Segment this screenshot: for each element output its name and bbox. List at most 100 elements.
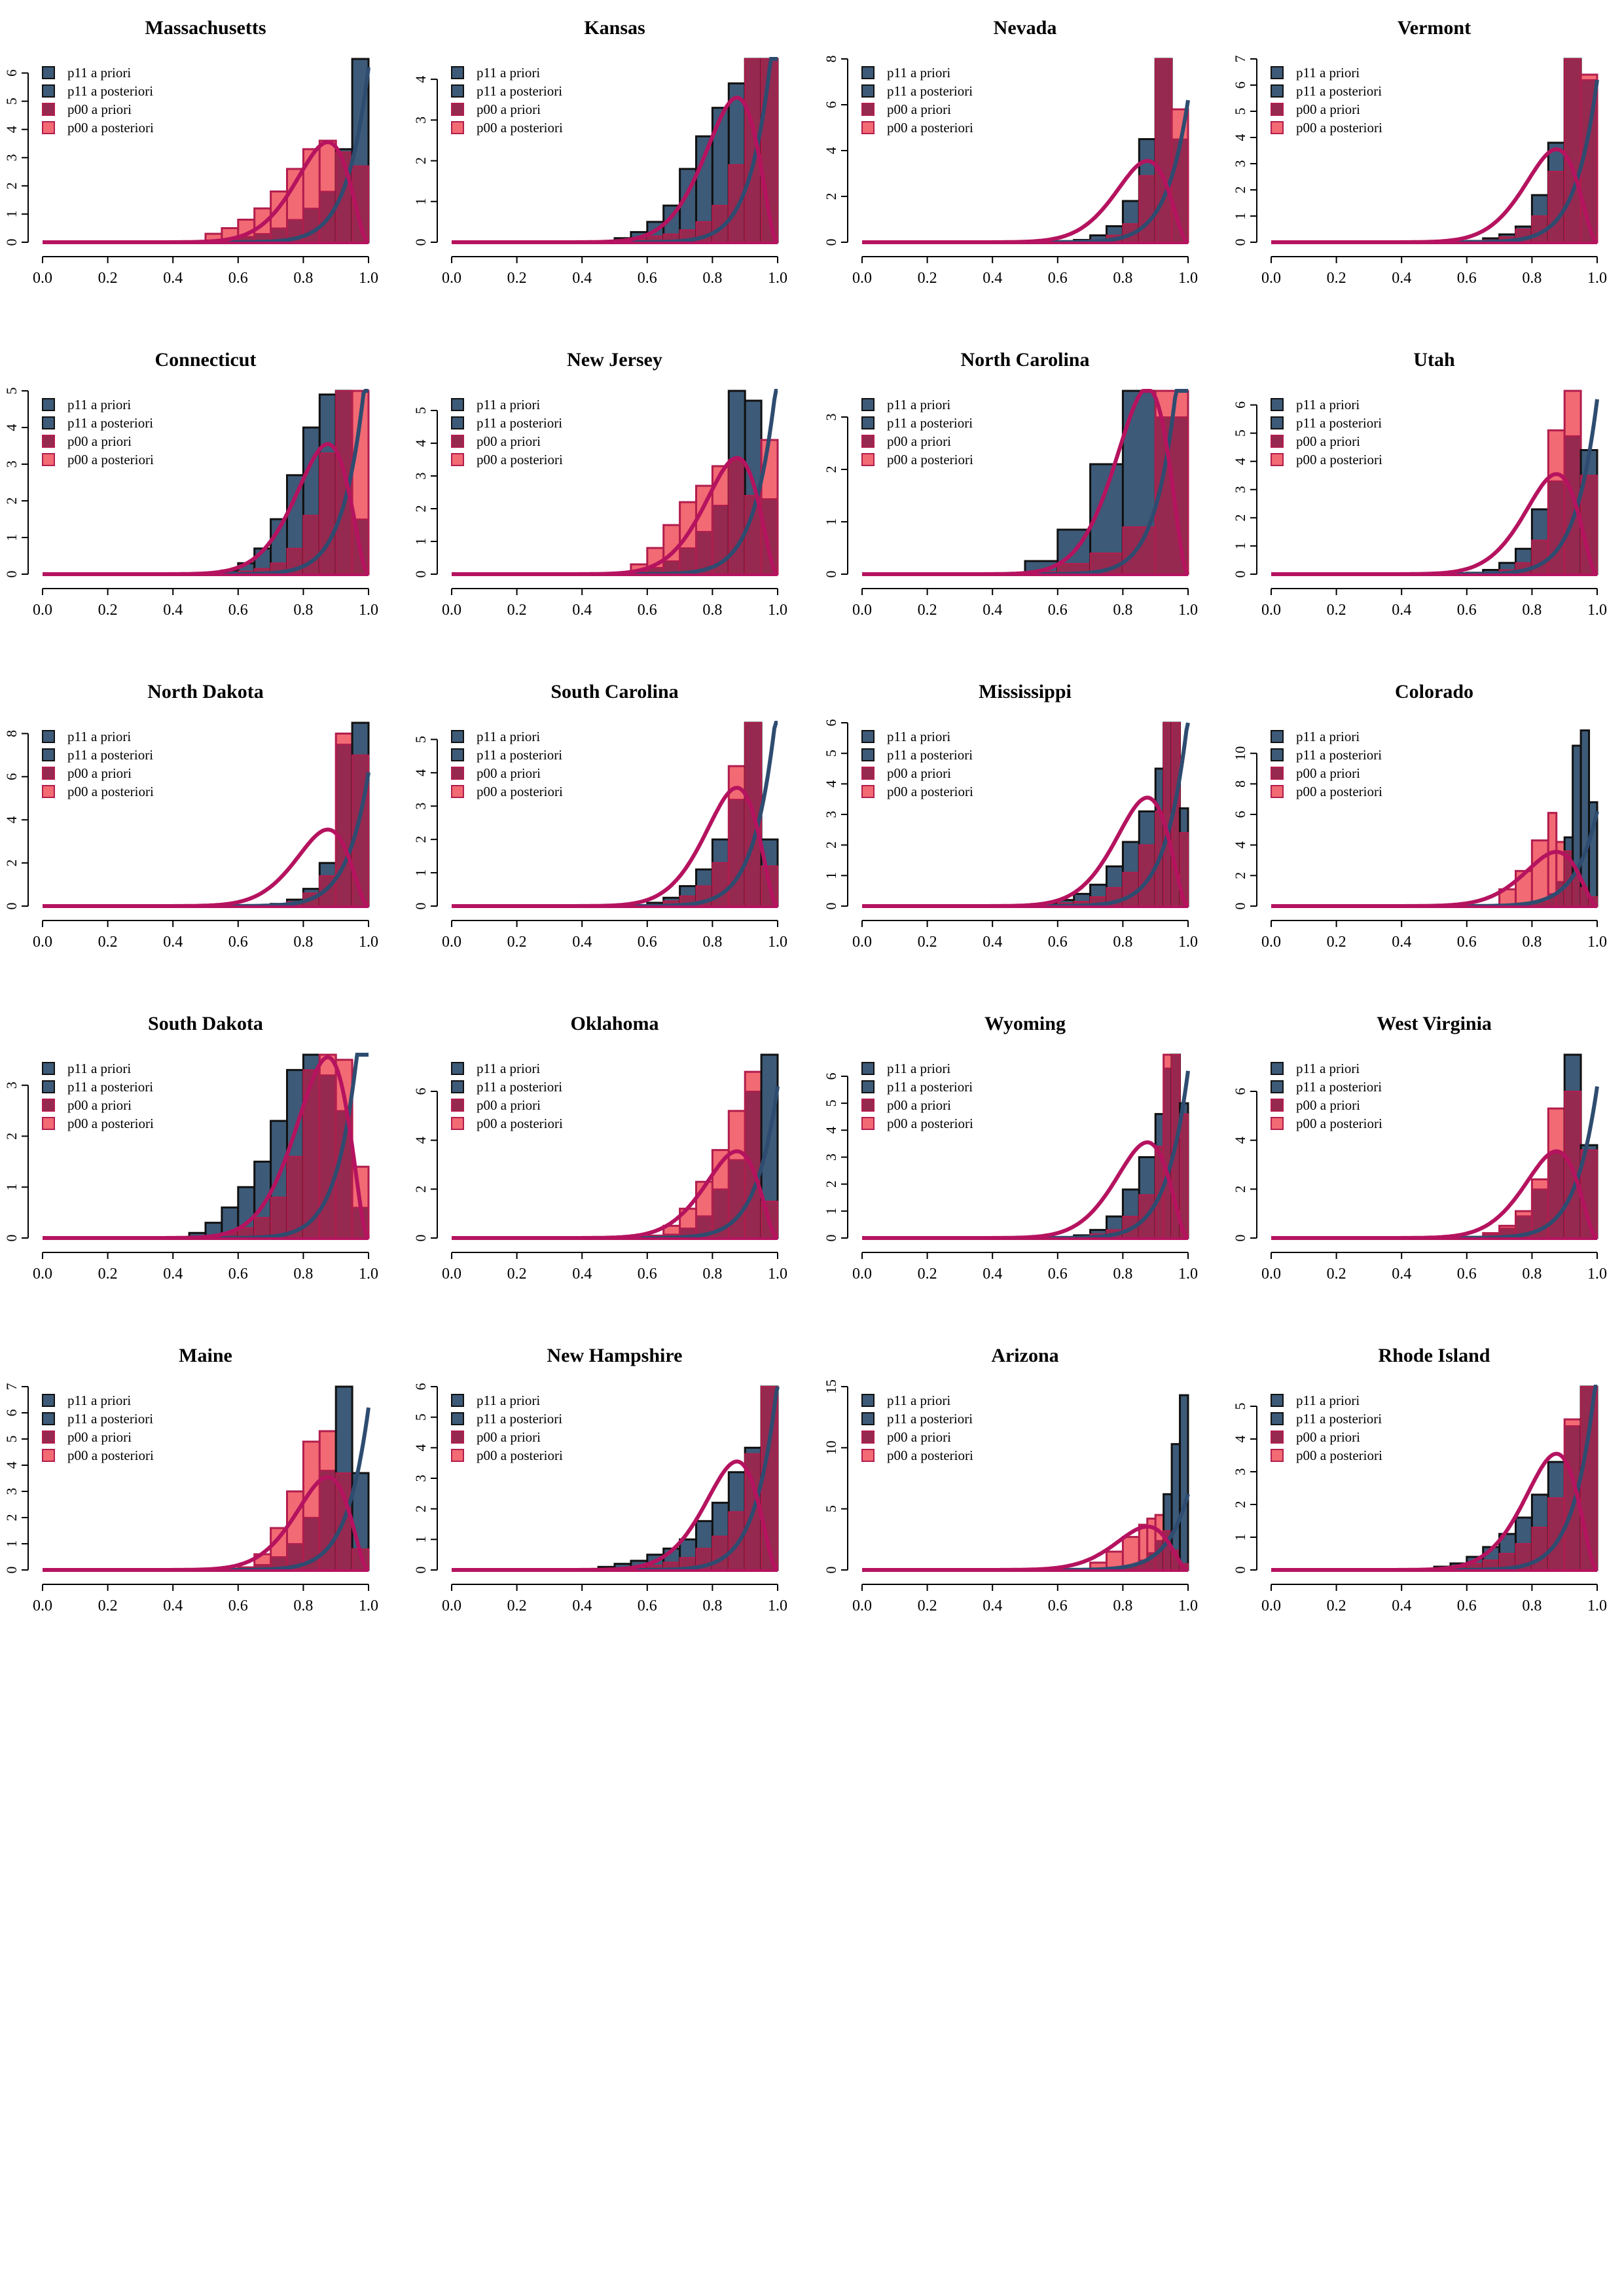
legend-label: p00 a posteriori <box>1296 1448 1382 1463</box>
y-tick-label: 2 <box>3 498 20 505</box>
legend-label: p11 a posteriori <box>887 747 973 763</box>
y-tick-label: 4 <box>3 126 20 133</box>
x-tick-label: 1.0 <box>768 1266 787 1283</box>
legend: p11 a priori p11 a posteriori p00 a priori… <box>1271 729 1382 799</box>
legend-label: p11 a posteriori <box>477 747 562 763</box>
panel-maine: Maine 0.0 0.2 0.4 0.6 0.8 1.0 0 1 2 3 4 5 6 7 p11 a pri… <box>3 1345 378 1614</box>
x-tick-label: 0.0 <box>852 602 872 619</box>
panel-title: Maine <box>179 1345 232 1366</box>
y-tick-label: 7 <box>3 1383 20 1391</box>
x-tick-label: 0.8 <box>1522 1266 1542 1283</box>
legend-label: p00 a posteriori <box>67 120 154 136</box>
x-tick-label: 0.2 <box>98 1597 118 1614</box>
legend-swatch <box>42 1412 55 1425</box>
y-tick-label: 6 <box>1232 811 1248 818</box>
legend-label: p11 a priori <box>67 1393 131 1408</box>
y-tick-label: 5 <box>1232 108 1248 115</box>
x-tick-label: 0.8 <box>1113 602 1132 619</box>
x-tick-label: 1.0 <box>359 1266 378 1283</box>
legend: p11 a priori p11 a posteriori p00 a priori… <box>861 397 973 467</box>
overlap-bar <box>728 1511 746 1571</box>
legend-label: p00 a priori <box>887 1429 951 1445</box>
y-tick-label: 5 <box>823 750 839 757</box>
x-tick-label: 1.0 <box>1587 934 1607 951</box>
legend-label: p11 a priori <box>477 1393 540 1408</box>
overlap-bar <box>270 1196 288 1239</box>
x-tick-label: 0.8 <box>1113 1266 1132 1283</box>
overlap-bar <box>1547 480 1566 575</box>
legend: p11 a priori p11 a posteriori p00 a priori… <box>42 1393 154 1463</box>
legend-label: p00 a posteriori <box>477 452 563 467</box>
y-tick-label: 0 <box>823 1235 839 1242</box>
legend-swatch <box>861 1099 875 1112</box>
y-tick-label: 3 <box>412 803 429 810</box>
x-tick-label: 0.6 <box>1048 1266 1068 1283</box>
x-tick-label: 0.0 <box>442 270 461 287</box>
y-tick-label: 2 <box>3 182 20 189</box>
y-tick-label: 0 <box>412 903 429 910</box>
y-tick-label: 0 <box>823 903 839 910</box>
legend-swatch <box>451 416 464 429</box>
legend-label: p00 a priori <box>1296 101 1360 117</box>
legend-label: p11 a posteriori <box>67 1079 153 1095</box>
x-tick-label: 1.0 <box>1587 1266 1607 1283</box>
y-tick-label: 0 <box>1232 1235 1248 1242</box>
legend-label: p00 a posteriori <box>67 452 154 467</box>
y-tick-label: 4 <box>412 1137 429 1144</box>
legend-label: p11 a priori <box>477 729 540 744</box>
legend: p11 a priori p11 a posteriori p00 a priori… <box>451 1061 563 1131</box>
panel-title: North Dakota <box>147 681 264 702</box>
panel-title: New Hampshire <box>547 1345 683 1366</box>
x-tick-label: 0.6 <box>1048 602 1068 619</box>
legend-swatch <box>451 1062 464 1075</box>
panel-title: Wyoming <box>984 1013 1066 1034</box>
y-tick-label: 6 <box>412 1088 429 1095</box>
y-tick-label: 8 <box>1232 780 1248 788</box>
x-tick-label: 0.4 <box>1392 934 1411 951</box>
overlap-bar <box>728 459 746 575</box>
legend-swatch <box>42 1062 55 1075</box>
panel-kansas: Kansas 0.0 0.2 0.4 0.6 0.8 1.0 0 1 2 3 4 p11 a prior… <box>412 17 787 287</box>
legend-label: p00 a priori <box>1296 433 1360 449</box>
x-tick-label: 0.6 <box>1457 270 1477 287</box>
y-tick-label: 3 <box>1232 486 1248 493</box>
y-tick-label: 2 <box>3 860 20 867</box>
legend-swatch <box>861 398 875 411</box>
legend-label: p11 a posteriori <box>477 415 562 431</box>
x-tick-label: 0.4 <box>983 1266 1002 1283</box>
y-tick-label: 4 <box>412 1444 429 1451</box>
legend-swatch <box>42 767 55 780</box>
y-tick-label: 6 <box>1232 401 1248 409</box>
y-tick-label: 5 <box>412 1413 429 1421</box>
legend-label: p11 a posteriori <box>67 1411 153 1427</box>
legend-swatch <box>451 730 464 743</box>
panel-south-carolina: South Carolina 0.0 0.2 0.4 0.6 0.8 1.0 0 1 2 3 4 5 p1… <box>412 681 787 951</box>
y-tick-label: 0 <box>412 571 429 578</box>
x-tick-label: 0.0 <box>33 934 52 951</box>
x-tick-label: 0.2 <box>507 602 527 619</box>
y-tick-label: 0 <box>823 571 839 578</box>
legend-swatch <box>42 416 55 429</box>
x-tick-label: 0.6 <box>1457 602 1477 619</box>
y-tick-label: 15 <box>823 1379 839 1394</box>
legend-label: p11 a priori <box>1296 397 1360 412</box>
x-tick-label: 0.6 <box>638 1597 657 1614</box>
legend-swatch <box>1271 1430 1284 1444</box>
legend-label: p11 a priori <box>1296 729 1360 744</box>
plot-area <box>862 1053 1190 1239</box>
x-tick-label: 0.4 <box>1392 602 1411 619</box>
legend-swatch <box>861 1080 875 1093</box>
legend-swatch <box>1271 453 1284 466</box>
legend-label: p00 a priori <box>887 433 951 449</box>
legend-label: p00 a priori <box>1296 1097 1360 1113</box>
y-tick-label: 1 <box>3 534 20 541</box>
y-tick-label: 5 <box>823 1100 839 1107</box>
y-tick-label: 0 <box>412 239 429 246</box>
y-tick-label: 4 <box>1232 1137 1248 1144</box>
overlap-bar <box>1138 1194 1157 1239</box>
x-tick-label: 0.6 <box>228 934 248 951</box>
y-tick-label: 4 <box>1232 1436 1248 1443</box>
legend-label: p00 a posteriori <box>477 784 563 799</box>
panel-massachusetts: Massachusetts 0.0 0.2 0.4 0.6 0.8 1.0 0 1 2 3 4 5 6 p1… <box>3 17 378 287</box>
x-tick-label: 0.4 <box>983 602 1002 619</box>
